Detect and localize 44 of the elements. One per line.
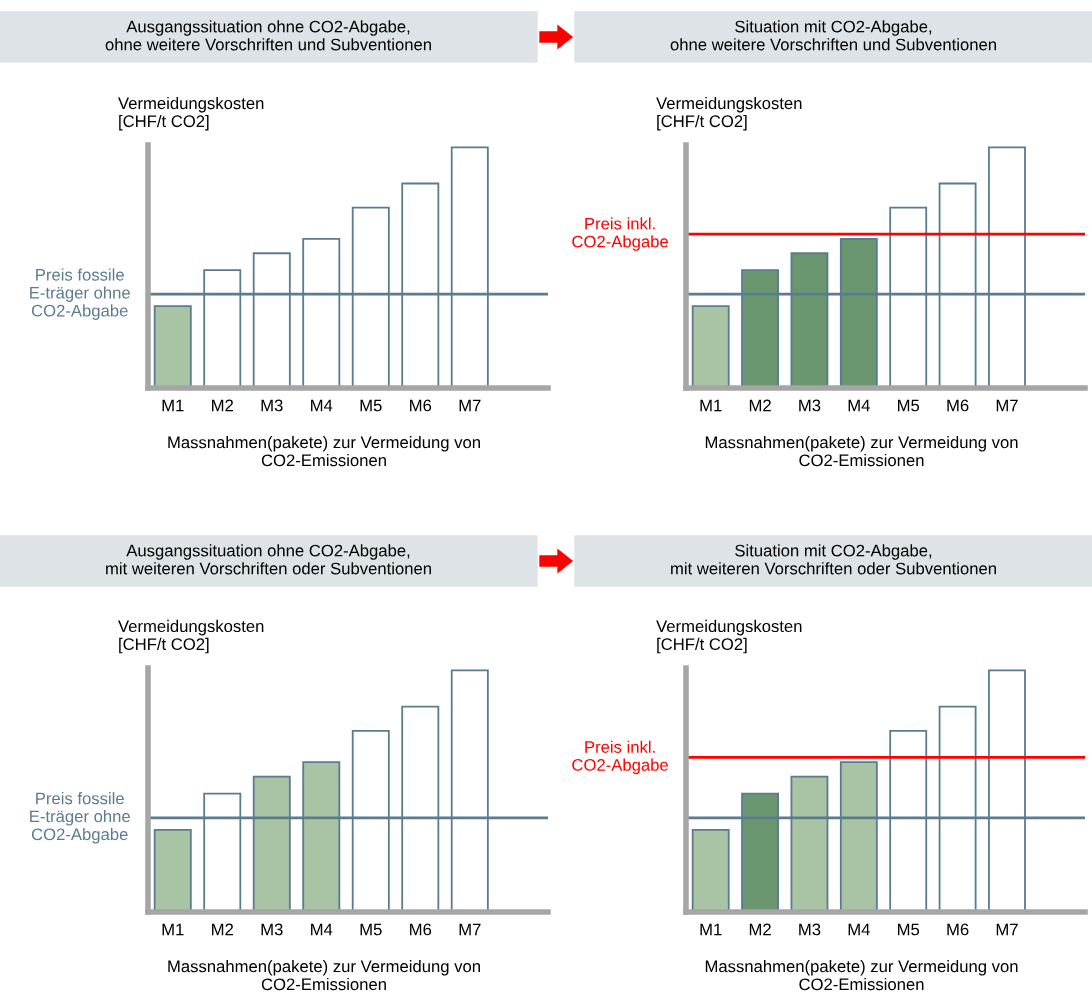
x-axis-title: Massnahmen(pakete) zur Vermeidung von CO2-Emissionen — [168, 960, 480, 991]
x-tick-label: M3 — [261, 399, 283, 412]
x-tick-label: M6 — [410, 399, 432, 412]
chart-title: Ausgangssituation ohne CO2-Abgabe, mit weiteren Vorschriften oder Subventionen — [106, 544, 431, 575]
x-tick-label: M2 — [749, 923, 771, 936]
x-tick-label: M7 — [996, 399, 1018, 412]
x-tick-label: M3 — [799, 399, 821, 412]
ref-line-label: Preis inkl. CO2-Abgabe — [572, 740, 668, 775]
x-tick-label: M4 — [848, 923, 870, 936]
y-axis-title: Vermeidungskosten [CHF/t CO2] — [118, 619, 264, 654]
x-tick-label: M6 — [947, 399, 969, 412]
ref-line-label: Preis fossile E-träger ohne CO2-Abgabe — [30, 268, 130, 320]
x-tick-label: M5 — [898, 923, 920, 936]
x-tick-label: M7 — [996, 923, 1018, 936]
x-tick-label: M1 — [700, 923, 722, 936]
x-tick-label: M4 — [311, 399, 333, 412]
y-axis-title: Vermeidungskosten [CHF/t CO2] — [656, 96, 802, 131]
chart-title: Ausgangssituation ohne CO2-Abgabe, ohne weitere Vorschriften und Subventionen — [105, 20, 431, 51]
x-tick-label: M5 — [898, 399, 920, 412]
y-axis-title: Vermeidungskosten [CHF/t CO2] — [656, 619, 802, 654]
x-tick-label: M1 — [162, 399, 184, 412]
x-tick-label: M3 — [261, 923, 283, 936]
x-tick-label: M2 — [749, 399, 771, 412]
x-tick-label: M5 — [360, 923, 382, 936]
x-tick-label: M1 — [700, 399, 722, 412]
y-axis-title: Vermeidungskosten [CHF/t CO2] — [118, 96, 264, 131]
x-tick-label: M6 — [410, 923, 432, 936]
x-tick-label: M7 — [459, 399, 481, 412]
x-tick-label: M2 — [212, 399, 233, 412]
chart-title: Situation mit CO2-Abgabe, mit weiteren Vorschriften oder Subventionen — [671, 544, 996, 575]
x-tick-label: M1 — [162, 923, 184, 936]
x-tick-label: M4 — [311, 923, 333, 936]
x-tick-label: M3 — [799, 923, 821, 936]
x-tick-label: M6 — [947, 923, 969, 936]
x-tick-label: M4 — [848, 399, 870, 412]
x-tick-label: M2 — [212, 923, 233, 936]
ref-line-label: Preis inkl. CO2-Abgabe — [572, 217, 668, 251]
x-axis-title: Massnahmen(pakete) zur Vermeidung von CO2-Emissionen — [705, 960, 1018, 991]
x-axis-title: Massnahmen(pakete) zur Vermeidung von CO2-Emissionen — [705, 436, 1018, 467]
x-axis-title: Massnahmen(pakete) zur Vermeidung von CO2-Emissionen — [168, 436, 480, 467]
x-tick-label: M5 — [360, 399, 382, 412]
chart-title: Situation mit CO2-Abgabe, ohne weitere Vorschriften und Subventionen — [670, 20, 996, 51]
ref-line-label: Preis fossile E-träger ohne CO2-Abgabe — [30, 792, 130, 844]
x-tick-label: M7 — [459, 923, 481, 936]
